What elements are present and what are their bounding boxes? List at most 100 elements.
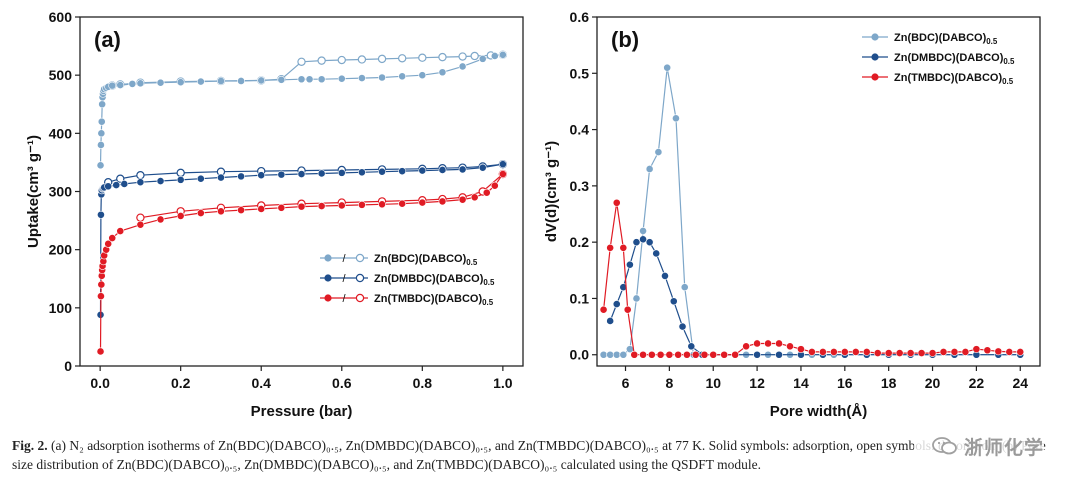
data-point	[895, 349, 904, 357]
y-tick-label: 0.6	[570, 9, 590, 25]
adsorption-point	[257, 205, 266, 213]
x-axis-label: Pressure (bar)	[251, 403, 353, 420]
adsorption-point	[398, 167, 407, 176]
data-point	[663, 63, 672, 72]
data-point	[612, 350, 621, 359]
panel-b: 0.0 0.1 0.2 0.3 0.4 0.5 0.6 6 8 10 12 14 16 18 20 22 24 P…	[543, 9, 1041, 420]
data-point	[808, 348, 816, 356]
data-point	[632, 294, 641, 303]
data-point	[851, 348, 860, 356]
data-point	[700, 350, 709, 359]
adsorption-point	[116, 227, 125, 235]
adsorption-point	[237, 172, 245, 181]
data-point	[606, 243, 615, 252]
series-1	[606, 235, 1025, 359]
legend-marker-open	[355, 253, 365, 263]
legend-slash: /	[342, 293, 346, 305]
y-tick-label: 0.4	[570, 122, 590, 138]
data-point	[840, 348, 849, 356]
adsorption-point	[297, 75, 306, 84]
adsorption-point	[196, 209, 205, 217]
adsorption-point	[378, 167, 386, 176]
data-point	[873, 349, 882, 357]
series-0	[96, 50, 508, 170]
adsorption-point	[97, 210, 105, 219]
data-point	[647, 350, 656, 359]
caption-label: Fig. 2.	[12, 438, 48, 453]
desorption-point	[176, 168, 185, 178]
legend-marker	[871, 33, 879, 41]
legend-label: Zn(BDC)(DABCO)0.5	[374, 253, 478, 267]
x-tick-label: 14	[793, 375, 809, 391]
caption-text: (a) N₂ adsorption isotherms of Zn(BDC)(D…	[12, 438, 1046, 472]
desorption-point	[438, 52, 447, 62]
figure: 0 100 200 300 400 500 600 0.0 0.2 0.4 0.6 0.8 1.0 Pre…	[25, 9, 1041, 420]
adsorption-point	[112, 181, 121, 190]
data-point	[619, 283, 628, 292]
data-point	[654, 148, 663, 156]
data-point	[950, 348, 959, 356]
desorption-point	[418, 53, 427, 62]
adsorption-point	[317, 169, 326, 178]
desorption-point	[136, 213, 145, 222]
adsorption-point	[257, 171, 266, 180]
data-point	[742, 342, 751, 351]
data-point	[656, 350, 665, 359]
data-point	[625, 260, 634, 269]
data-point	[786, 342, 794, 351]
x-tick-label: 6	[622, 375, 630, 391]
adsorption-point	[478, 163, 487, 172]
adsorption-point	[398, 72, 407, 81]
panel-label: (a)	[94, 27, 121, 52]
data-point	[639, 235, 647, 244]
data-point	[672, 114, 680, 123]
data-point	[775, 350, 783, 359]
data-point	[680, 283, 689, 292]
adsorption-point	[398, 199, 407, 208]
adsorption-point	[237, 77, 245, 85]
data-point	[639, 350, 647, 359]
legend-item: Zn(TMBDC)(DABCO)0.5	[862, 72, 1014, 86]
adsorption-point	[358, 74, 366, 82]
adsorption-point	[498, 170, 507, 178]
y-tick-label: 500	[49, 67, 73, 83]
adsorption-point	[97, 129, 106, 138]
legend-slash: /	[342, 253, 346, 265]
data-point	[906, 349, 915, 357]
legend-marker	[871, 73, 879, 81]
x-tick-label: 10	[705, 375, 721, 391]
desorption-point	[337, 55, 346, 65]
data-point	[753, 350, 761, 359]
data-point	[764, 339, 772, 348]
legend: Zn(BDC)(DABCO)0.5 Zn(DMBDC)(DABCO)0.5 Zn(T…	[862, 32, 1015, 86]
adsorption-point	[378, 200, 386, 209]
legend-label: Zn(DMBDC)(DABCO)0.5	[374, 273, 495, 287]
legend-marker	[871, 53, 879, 61]
adsorption-point	[136, 79, 145, 88]
adsorption-point	[217, 173, 225, 182]
desorption-point	[470, 51, 479, 61]
adsorption-point	[237, 206, 245, 215]
series-line	[603, 67, 1021, 356]
x-tick-label: 24	[1012, 375, 1028, 391]
legend-marker-solid	[324, 274, 332, 282]
adsorption-point	[498, 160, 507, 169]
data-point	[961, 348, 970, 356]
adsorption-point	[358, 168, 366, 177]
data-point	[683, 350, 691, 359]
figure-caption: Fig. 2. (a) N₂ adsorption isotherms of Z…	[12, 436, 1062, 474]
adsorption-point	[438, 197, 447, 206]
adsorption-point	[104, 182, 113, 191]
adsorption-point	[470, 193, 479, 202]
data-point	[709, 350, 718, 359]
adsorption-point	[498, 50, 507, 59]
adsorption-point	[358, 200, 366, 209]
x-tick-label: 22	[969, 375, 985, 391]
y-tick-label: 0.3	[570, 178, 590, 194]
data-point	[983, 346, 992, 355]
adsorption-point	[458, 62, 467, 71]
adsorption-point	[490, 181, 499, 190]
adsorption-point	[337, 168, 346, 177]
data-point	[731, 350, 740, 359]
desorption-point	[297, 57, 306, 66]
